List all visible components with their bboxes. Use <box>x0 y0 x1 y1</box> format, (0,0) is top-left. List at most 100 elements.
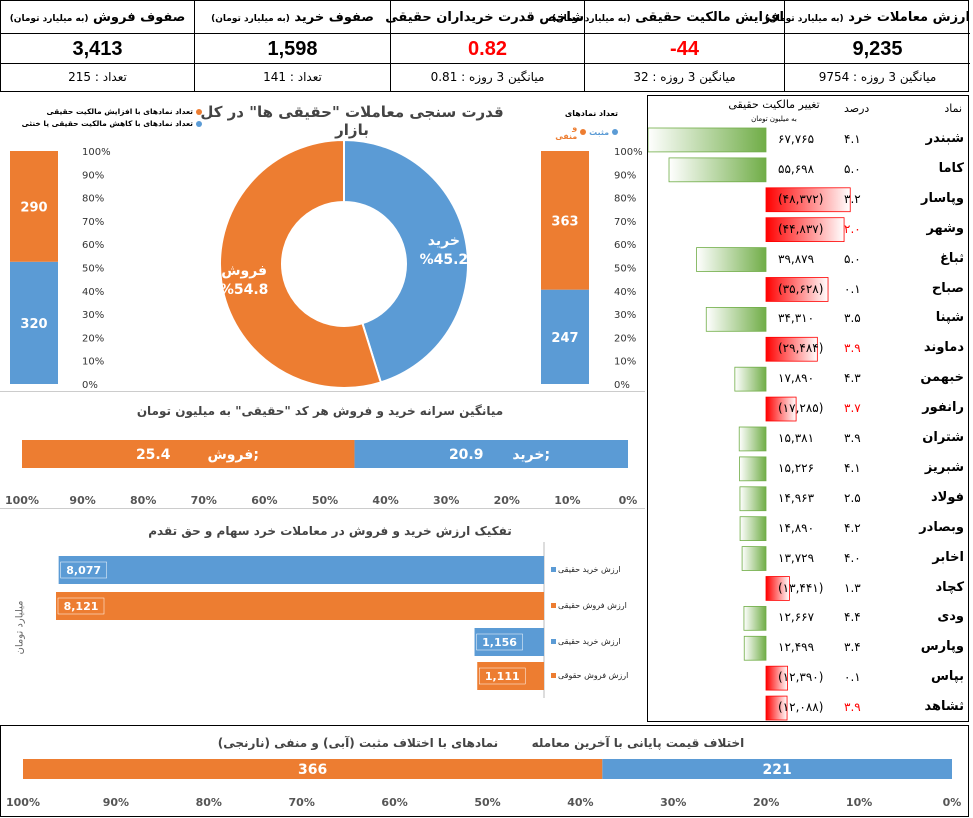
header-unit: (به میلیارد تومان) <box>551 14 631 24</box>
table-row: رانفور ۳.۷ (۱۷,۲۸۵) <box>648 393 968 423</box>
header-col-1: ارزش معاملات خرد (به میلیارد تومان) 9,23… <box>765 1 970 91</box>
table-row: وپارس ۳.۴ ۱۲,۴۹۹ <box>648 632 968 662</box>
split-legend-swatch <box>551 673 556 678</box>
row-pct: ۳.۴ <box>844 640 861 655</box>
axis-tick: 20% <box>82 333 104 344</box>
header-value: 1,598 <box>195 34 390 64</box>
axis-tick: 60% <box>614 240 636 251</box>
pie-slice-sell <box>219 138 383 389</box>
table-row: شبندر ۴.۱ ۶۷,۷۶۵ <box>648 124 968 154</box>
change-bar-positive <box>739 456 767 482</box>
pie-label-name: فروش <box>221 263 267 279</box>
axis-tick: 50% <box>312 494 338 507</box>
row-symbol: وشهر <box>926 220 964 236</box>
axis-tick: 30% <box>660 796 686 809</box>
axis-tick: 100% <box>82 147 111 158</box>
split-value-label: 1,111 <box>485 670 520 683</box>
col-symbol-header: نماد <box>944 102 962 115</box>
table-header: نماد درصد تغییر مالکیت حقیقی به میلیون ت… <box>648 96 968 123</box>
bottom-panel: اختلاف قیمت پایانی با آخرین معامله نماده… <box>0 725 969 817</box>
axis-tick: 40% <box>82 287 104 298</box>
axis-tick: 60% <box>82 240 104 251</box>
row-pct: ۵.۰ <box>844 251 861 266</box>
change-bar-negative <box>765 277 829 302</box>
col-pct-header: درصد <box>844 102 870 115</box>
pie-slice-buy <box>343 138 469 384</box>
change-bar-positive <box>705 306 767 332</box>
row-pct: ۴.۳ <box>844 371 861 386</box>
row-pct: ۵.۰ <box>844 161 861 176</box>
axis-tick: 80% <box>82 194 104 205</box>
split-label-box <box>57 597 105 615</box>
axis-tick: 20% <box>614 333 636 344</box>
change-bar-positive <box>741 546 767 571</box>
split-title: تفکیک ارزش خرید و فروش در معاملات خرد سه… <box>148 524 512 538</box>
row-symbol: وبصادر <box>919 519 964 535</box>
avg-title: میانگین سرانه خرید و فروش هر کد "حقیقی" … <box>136 404 504 418</box>
row-symbol: ثباغ <box>940 250 964 266</box>
row-pct: ۰.۱ <box>844 670 861 685</box>
row-symbol: وپاسار <box>921 190 964 206</box>
axis-tick: 10% <box>846 796 872 809</box>
row-pct: ۱.۳ <box>844 580 861 595</box>
header-sub: تعداد : 141 <box>263 70 322 84</box>
legend-left: تعداد نمادهای با افزایش مالکیت حقیقی تعد… <box>2 107 202 128</box>
row-symbol: شبریز <box>924 459 964 475</box>
row-pct: ۳.۲ <box>844 191 861 206</box>
bar-value-label: 363 <box>551 214 578 229</box>
row-symbol: کچاد <box>935 579 964 595</box>
row-value: ۱۷,۸۹۰ <box>778 371 815 386</box>
split-category-label: ارزش خرید حقیقی <box>558 637 621 646</box>
header-sub: میانگین 3 روزه : 9754 <box>818 70 937 84</box>
right-stack-seg-orange <box>541 151 589 290</box>
change-bar-positive <box>738 426 767 452</box>
pie-panel-charts: خرید %45.2 فروش %54.8 100% 90% 80% 70% 60% 50% 40%… <box>10 138 643 391</box>
header-title-text: صفوف فروش <box>92 10 186 25</box>
axis-tick: 0% <box>619 494 638 507</box>
pie-panel: تعداد نمادهای با افزایش مالکیت حقیقی تعد… <box>0 95 645 392</box>
row-pct: ۳.۹ <box>844 700 861 715</box>
col-change-unit: به میلیون تومان <box>751 115 797 123</box>
change-bar-positive <box>668 157 767 183</box>
avg-sell-name: فروش; <box>207 447 259 463</box>
axis-tick: 90% <box>103 796 129 809</box>
header-unit: (به میلیارد تومان) <box>9 14 89 24</box>
header-title-text: شاخص قدرت خریداران حقیقی <box>385 10 584 25</box>
table-row: شبریز ۴.۱ ۱۵,۲۲۶ <box>648 453 968 483</box>
row-symbol: ودی <box>937 609 964 625</box>
split-legend-swatch <box>551 567 556 572</box>
table-row: وبصادر ۴.۲ ۱۴,۸۹۰ <box>648 513 968 543</box>
row-value: (۴۴,۸۳۷) <box>778 221 824 236</box>
header-sub: تعداد : 215 <box>68 70 127 84</box>
row-symbol: رانفور <box>922 400 964 416</box>
row-value: (۱۷,۲۸۵) <box>778 401 824 416</box>
table-row: ثشاهد ۳.۹ (۱۲,۰۸۸) <box>648 692 968 722</box>
axis-tick: 90% <box>614 170 636 181</box>
change-bar-negative <box>765 217 845 242</box>
avg-buy-value: 20.9 <box>449 447 484 463</box>
table-row: خبهمن ۴.۳ ۱۷,۸۹۰ <box>648 363 968 393</box>
avg-bar-buy <box>354 440 628 468</box>
header-title-text: ارزش معاملات خرد <box>848 10 970 25</box>
split-value-label: 1,156 <box>482 636 517 649</box>
avg-buy-name: خرید; <box>512 447 550 463</box>
avg-bar-sell <box>22 440 355 468</box>
change-bar-negative <box>765 187 851 213</box>
row-value: ۱۲,۴۹۹ <box>778 640 815 655</box>
row-symbol: کاما <box>938 160 964 176</box>
axis-tick: 50% <box>614 264 636 275</box>
legend-right: تعداد نمادهای مثبت و منفی <box>548 109 618 141</box>
change-bar-negative <box>765 665 788 691</box>
axis-tick: 20% <box>494 494 520 507</box>
row-symbol: وپارس <box>920 639 964 655</box>
header-title: افزایش مالکیت حقیقی (به میلیارد تومان) <box>552 1 784 34</box>
legend-left-inc: تعداد نمادهای با افزایش مالکیت حقیقی <box>46 107 193 116</box>
bottom-chart: 221 366 100% 90% 80% 70% 60% 50% 40% 30% 20% 10% 0% <box>6 759 961 809</box>
bottom-title: اختلاف قیمت پایانی با آخرین معامله نماده… <box>201 736 761 750</box>
bottom-title-left: نمادهای با اختلاف مثبت (آبی) و منفی (نار… <box>217 736 499 750</box>
table-bars <box>648 127 851 721</box>
axis-tick: 70% <box>82 217 104 228</box>
split-category-label: ارزش فروش حقوقی <box>558 671 628 680</box>
bar-value-label: 320 <box>20 317 47 332</box>
split-value-label: 8,121 <box>64 600 99 613</box>
